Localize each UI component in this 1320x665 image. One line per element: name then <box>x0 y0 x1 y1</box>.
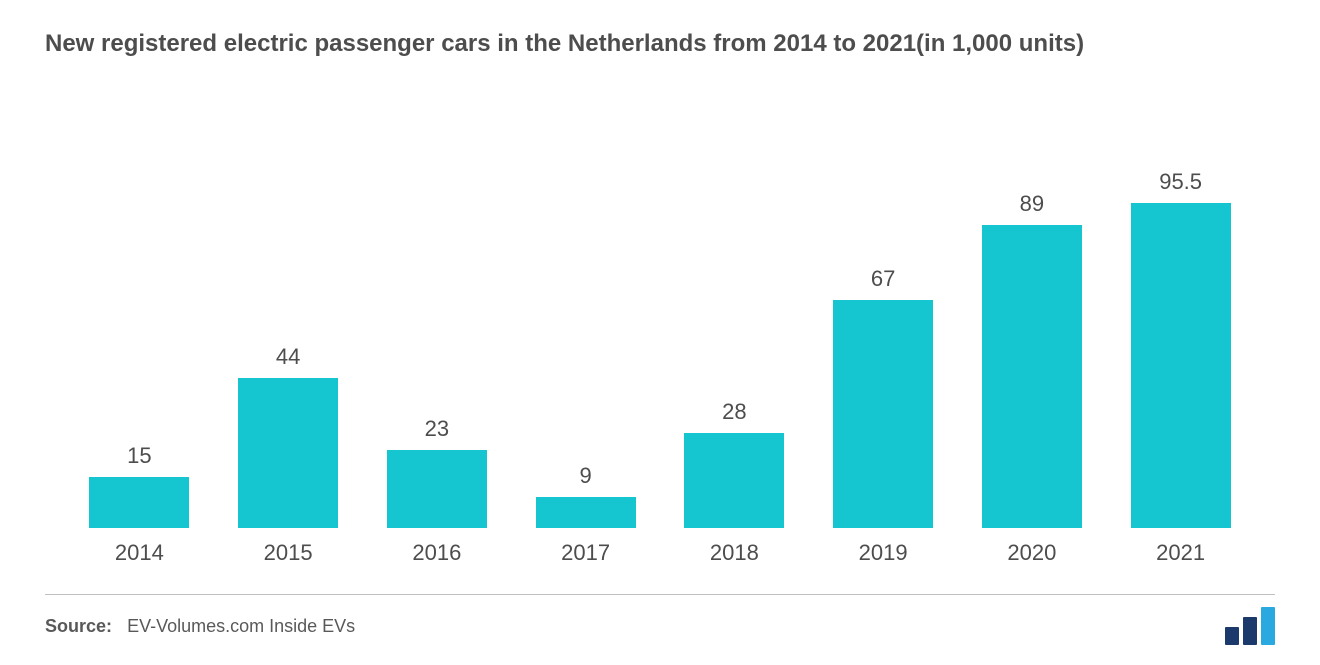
bar-value-label: 89 <box>1020 191 1044 217</box>
bar <box>536 497 636 528</box>
bar <box>833 300 933 528</box>
chart-title: New registered electric passenger cars i… <box>45 30 1275 58</box>
x-axis-tick: 2016 <box>363 540 512 566</box>
bar-value-label: 9 <box>580 463 592 489</box>
bar <box>387 450 487 528</box>
source-text <box>117 616 127 636</box>
bar-value-label: 67 <box>871 266 895 292</box>
x-axis-tick: 2019 <box>809 540 958 566</box>
source-citation: Source: EV-Volumes.com Inside EVs <box>45 616 355 637</box>
x-axis-tick: 2015 <box>214 540 363 566</box>
brand-logo <box>1225 607 1275 645</box>
bar-value-label: 15 <box>127 443 151 469</box>
bar-group: 89 <box>958 191 1107 528</box>
x-axis-tick: 2014 <box>65 540 214 566</box>
bar-group: 44 <box>214 344 363 528</box>
source-text-value: EV-Volumes.com Inside EVs <box>127 616 355 636</box>
bar-value-label: 95.5 <box>1159 169 1202 195</box>
x-axis-tick: 2017 <box>511 540 660 566</box>
chart-plot-area: 15 44 23 9 28 67 89 95.5 <box>45 108 1275 528</box>
bar-group: 15 <box>65 443 214 528</box>
bar-value-label: 28 <box>722 399 746 425</box>
logo-bar <box>1225 627 1239 645</box>
bar-value-label: 44 <box>276 344 300 370</box>
x-axis: 20142015201620172018201920202021 <box>45 528 1275 566</box>
x-axis-tick: 2018 <box>660 540 809 566</box>
bar <box>89 477 189 528</box>
bar <box>982 225 1082 528</box>
x-axis-tick: 2020 <box>958 540 1107 566</box>
bar <box>1131 203 1231 528</box>
logo-bar <box>1243 617 1257 645</box>
bar-value-label: 23 <box>425 416 449 442</box>
x-axis-tick: 2021 <box>1106 540 1255 566</box>
bar-group: 67 <box>809 266 958 528</box>
bar <box>238 378 338 528</box>
bar-group: 95.5 <box>1106 169 1255 528</box>
bar-group: 9 <box>511 463 660 528</box>
footer: Source: EV-Volumes.com Inside EVs <box>45 594 1275 645</box>
source-label: Source: <box>45 616 112 636</box>
bar <box>684 433 784 528</box>
bar-group: 28 <box>660 399 809 528</box>
bar-group: 23 <box>363 416 512 528</box>
logo-bar <box>1261 607 1275 645</box>
